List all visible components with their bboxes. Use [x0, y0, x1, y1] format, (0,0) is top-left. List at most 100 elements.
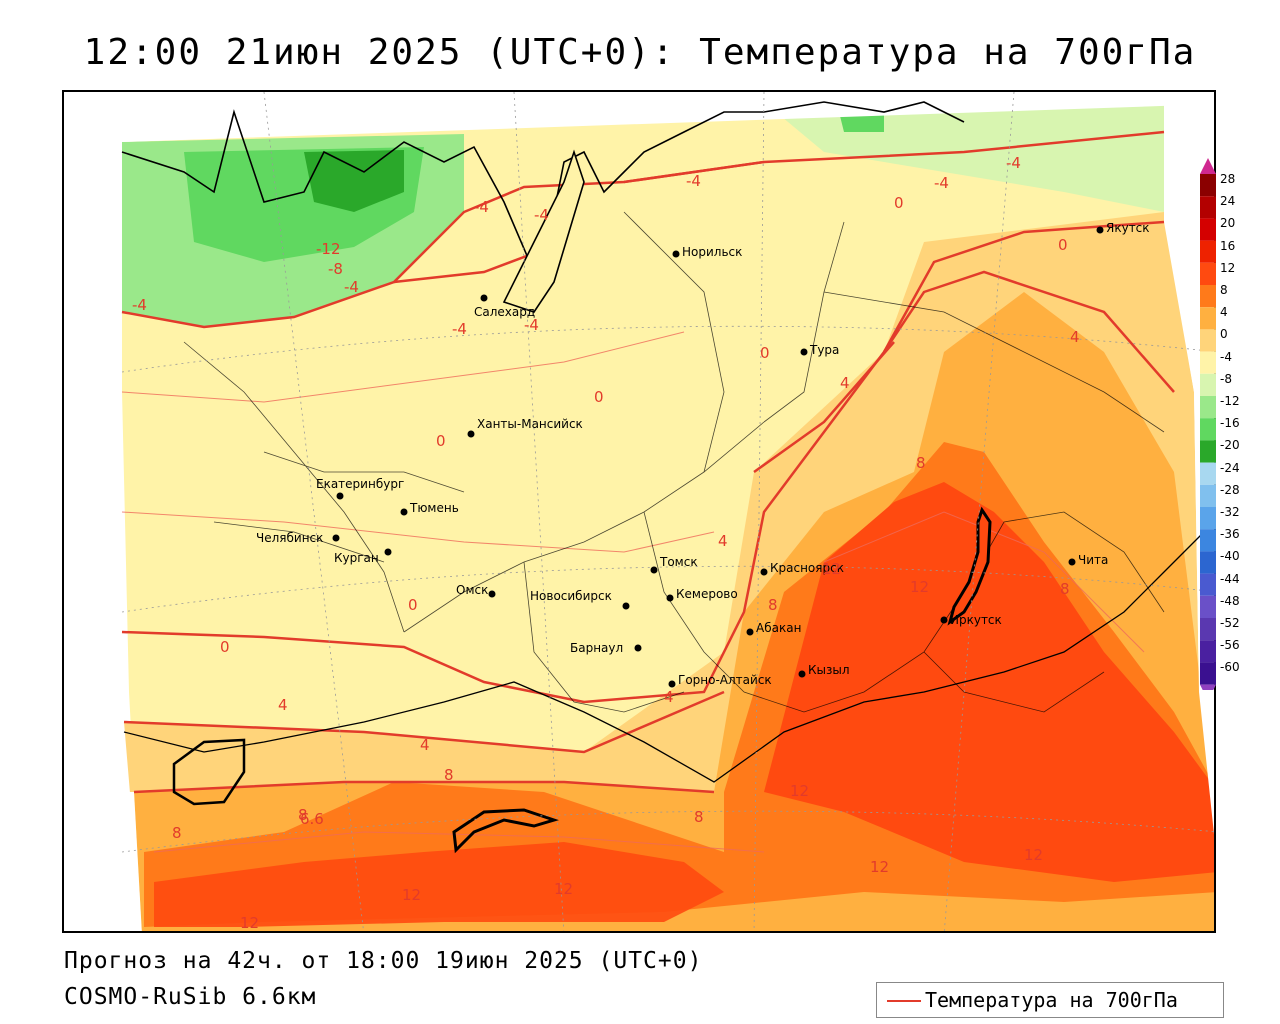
colorbar-swatch [1200, 351, 1216, 374]
city-abakan: Абакан [746, 621, 801, 636]
legend-label: Температура на 700гПа [925, 988, 1178, 1012]
city-tura: Тура [800, 343, 839, 357]
city-label-kyzyl: Кызыл [808, 663, 850, 677]
colorbar-swatch [1200, 640, 1216, 663]
colorbar-swatches [1200, 158, 1216, 690]
colorbar-swatch [1200, 462, 1216, 485]
iso-label: 4 [278, 696, 288, 714]
city-label-khanty: Ханты-Мансийск [477, 417, 583, 431]
iso-label: 8 [298, 806, 308, 824]
legend-line-swatch [887, 1000, 921, 1002]
iso-label: 12 [402, 886, 421, 904]
city-label-abakan: Абакан [756, 621, 801, 635]
iso-label: -4 [534, 206, 549, 224]
iso-label: -4 [934, 174, 949, 192]
iso-label: -4 [474, 198, 489, 216]
temperature-map[interactable]: Норильск Якутск Салехард Тура Ханты-Манс… [62, 90, 1216, 933]
colorbar-swatch [1200, 240, 1216, 263]
iso-label: -4 [132, 296, 147, 314]
city-chita: Чита [1068, 553, 1108, 567]
zone-cold-deep [304, 150, 404, 212]
city-label-tura: Тура [809, 343, 839, 357]
country-border [123, 531, 1205, 783]
iso-label: -4 [344, 278, 359, 296]
city-kurgan: Курган [334, 548, 392, 565]
map-svg: Норильск Якутск Салехард Тура Ханты-Манс… [64, 92, 1214, 932]
iso-label: -4 [686, 172, 701, 190]
city-novosibirsk: Новосибирск [530, 589, 630, 610]
city-label-novosibirsk: Новосибирск [530, 589, 612, 603]
iso-label: 0 [408, 596, 418, 614]
colorbar-swatch [1200, 595, 1216, 618]
city-label-yakutsk: Якутск [1106, 221, 1150, 235]
colorbar-tick-label: -20 [1220, 438, 1240, 453]
colorbar-tick-label: -40 [1220, 549, 1240, 564]
lake-west [172, 738, 246, 806]
model-name: COSMO-RuSib 6.6км [64, 984, 317, 1010]
colorbar-swatch [1200, 396, 1216, 419]
city-label-kemerovo: Кемерово [676, 587, 738, 601]
colorbar-tick-label: 0 [1220, 327, 1228, 342]
city-tomsk: Томск [650, 555, 698, 574]
city-krasnoyarsk: Красноярск [760, 561, 844, 576]
iso-label: 4 [840, 374, 850, 392]
iso-label: 8 [172, 824, 182, 842]
colorbar-tick-label: 4 [1220, 305, 1228, 320]
colorbar-swatch [1200, 507, 1216, 530]
city-label-barnaul: Барнаул [570, 641, 623, 655]
colorbar-swatch [1200, 551, 1216, 574]
colorbar-swatch [1200, 285, 1216, 308]
colorbar-swatch [1200, 262, 1216, 285]
iso-label: 12 [554, 880, 573, 898]
graticule [121, 92, 1214, 931]
iso-label: 4 [1070, 328, 1080, 346]
colorbar-tick-label: -36 [1220, 527, 1240, 542]
colorbar-tick-label: -56 [1220, 638, 1240, 653]
colorbar-swatch [1200, 618, 1216, 641]
city-ekaterinburg: Екатеринбург [316, 477, 404, 500]
city-barnaul: Барнаул [570, 641, 642, 655]
city-label-tyumen: Тюмень [409, 501, 459, 515]
colorbar-tick-label: -12 [1220, 394, 1240, 408]
city-gorno-altaysk: Горно-Алтайск [668, 673, 772, 688]
colorbar-tick-label: -16 [1220, 416, 1240, 431]
region-borders [183, 211, 1165, 713]
city-markers: Норильск Якутск Салехард Тура Ханты-Манс… [256, 221, 1150, 688]
colorbar-tick-label: 8 [1220, 283, 1228, 297]
iso-label: 8 [768, 596, 778, 614]
colorbar-top-arrow [1200, 158, 1216, 174]
iso-label: 0 [436, 432, 446, 450]
isotherm-minor-lines [121, 331, 1145, 853]
iso-label: 4 [718, 532, 728, 550]
colorbar-tick-label: -44 [1220, 571, 1240, 586]
iso-label: 12 [1024, 846, 1043, 864]
city-omsk: Омск [456, 583, 496, 598]
iso-label: 12 [240, 914, 259, 932]
colorbar-tick-label: 24 [1220, 194, 1236, 209]
colorbar-tick-label: -60 [1220, 660, 1240, 675]
city-chelyabinsk: Челябинск [256, 531, 340, 545]
forecast-info: Прогноз на 42ч. от 18:00 19июн 2025 (UTC… [64, 948, 703, 974]
iso-label: -4 [1006, 154, 1021, 172]
colorbar-bottom-arrow [1200, 684, 1216, 690]
colorbar-tick-label: -4 [1220, 349, 1232, 364]
legend: Температура на 700гПа [876, 982, 1224, 1018]
iso-label: 12 [822, 560, 841, 578]
city-label-gorno: Горно-Алтайск [678, 673, 772, 687]
colorbar-tick-label: 12 [1220, 260, 1236, 275]
iso-label: -8 [328, 260, 343, 278]
iso-label: 12 [870, 858, 889, 876]
city-label-tomsk: Томск [659, 555, 698, 569]
city-kyzyl: Кызыл [798, 663, 850, 678]
colorbar-swatch [1200, 174, 1216, 197]
iso-label: 4 [664, 688, 674, 706]
zone-12-core [764, 482, 1214, 882]
colorbar: 28 24 20 16 12 8 4 0 -4 -8 -12 -16 -20 -24 -28 -32 -36 -4… [1198, 158, 1278, 690]
city-khanty-mansiysk: Ханты-Мансийск [467, 417, 583, 438]
colorbar-tick-label: -28 [1220, 482, 1240, 497]
colorbar-tick-label: -8 [1220, 371, 1232, 386]
iso-label: -4 [452, 320, 467, 338]
yamal-peninsula [502, 149, 585, 313]
iso-label: 8 [916, 454, 926, 472]
city-label-krasnoyarsk: Красноярск [770, 561, 844, 575]
